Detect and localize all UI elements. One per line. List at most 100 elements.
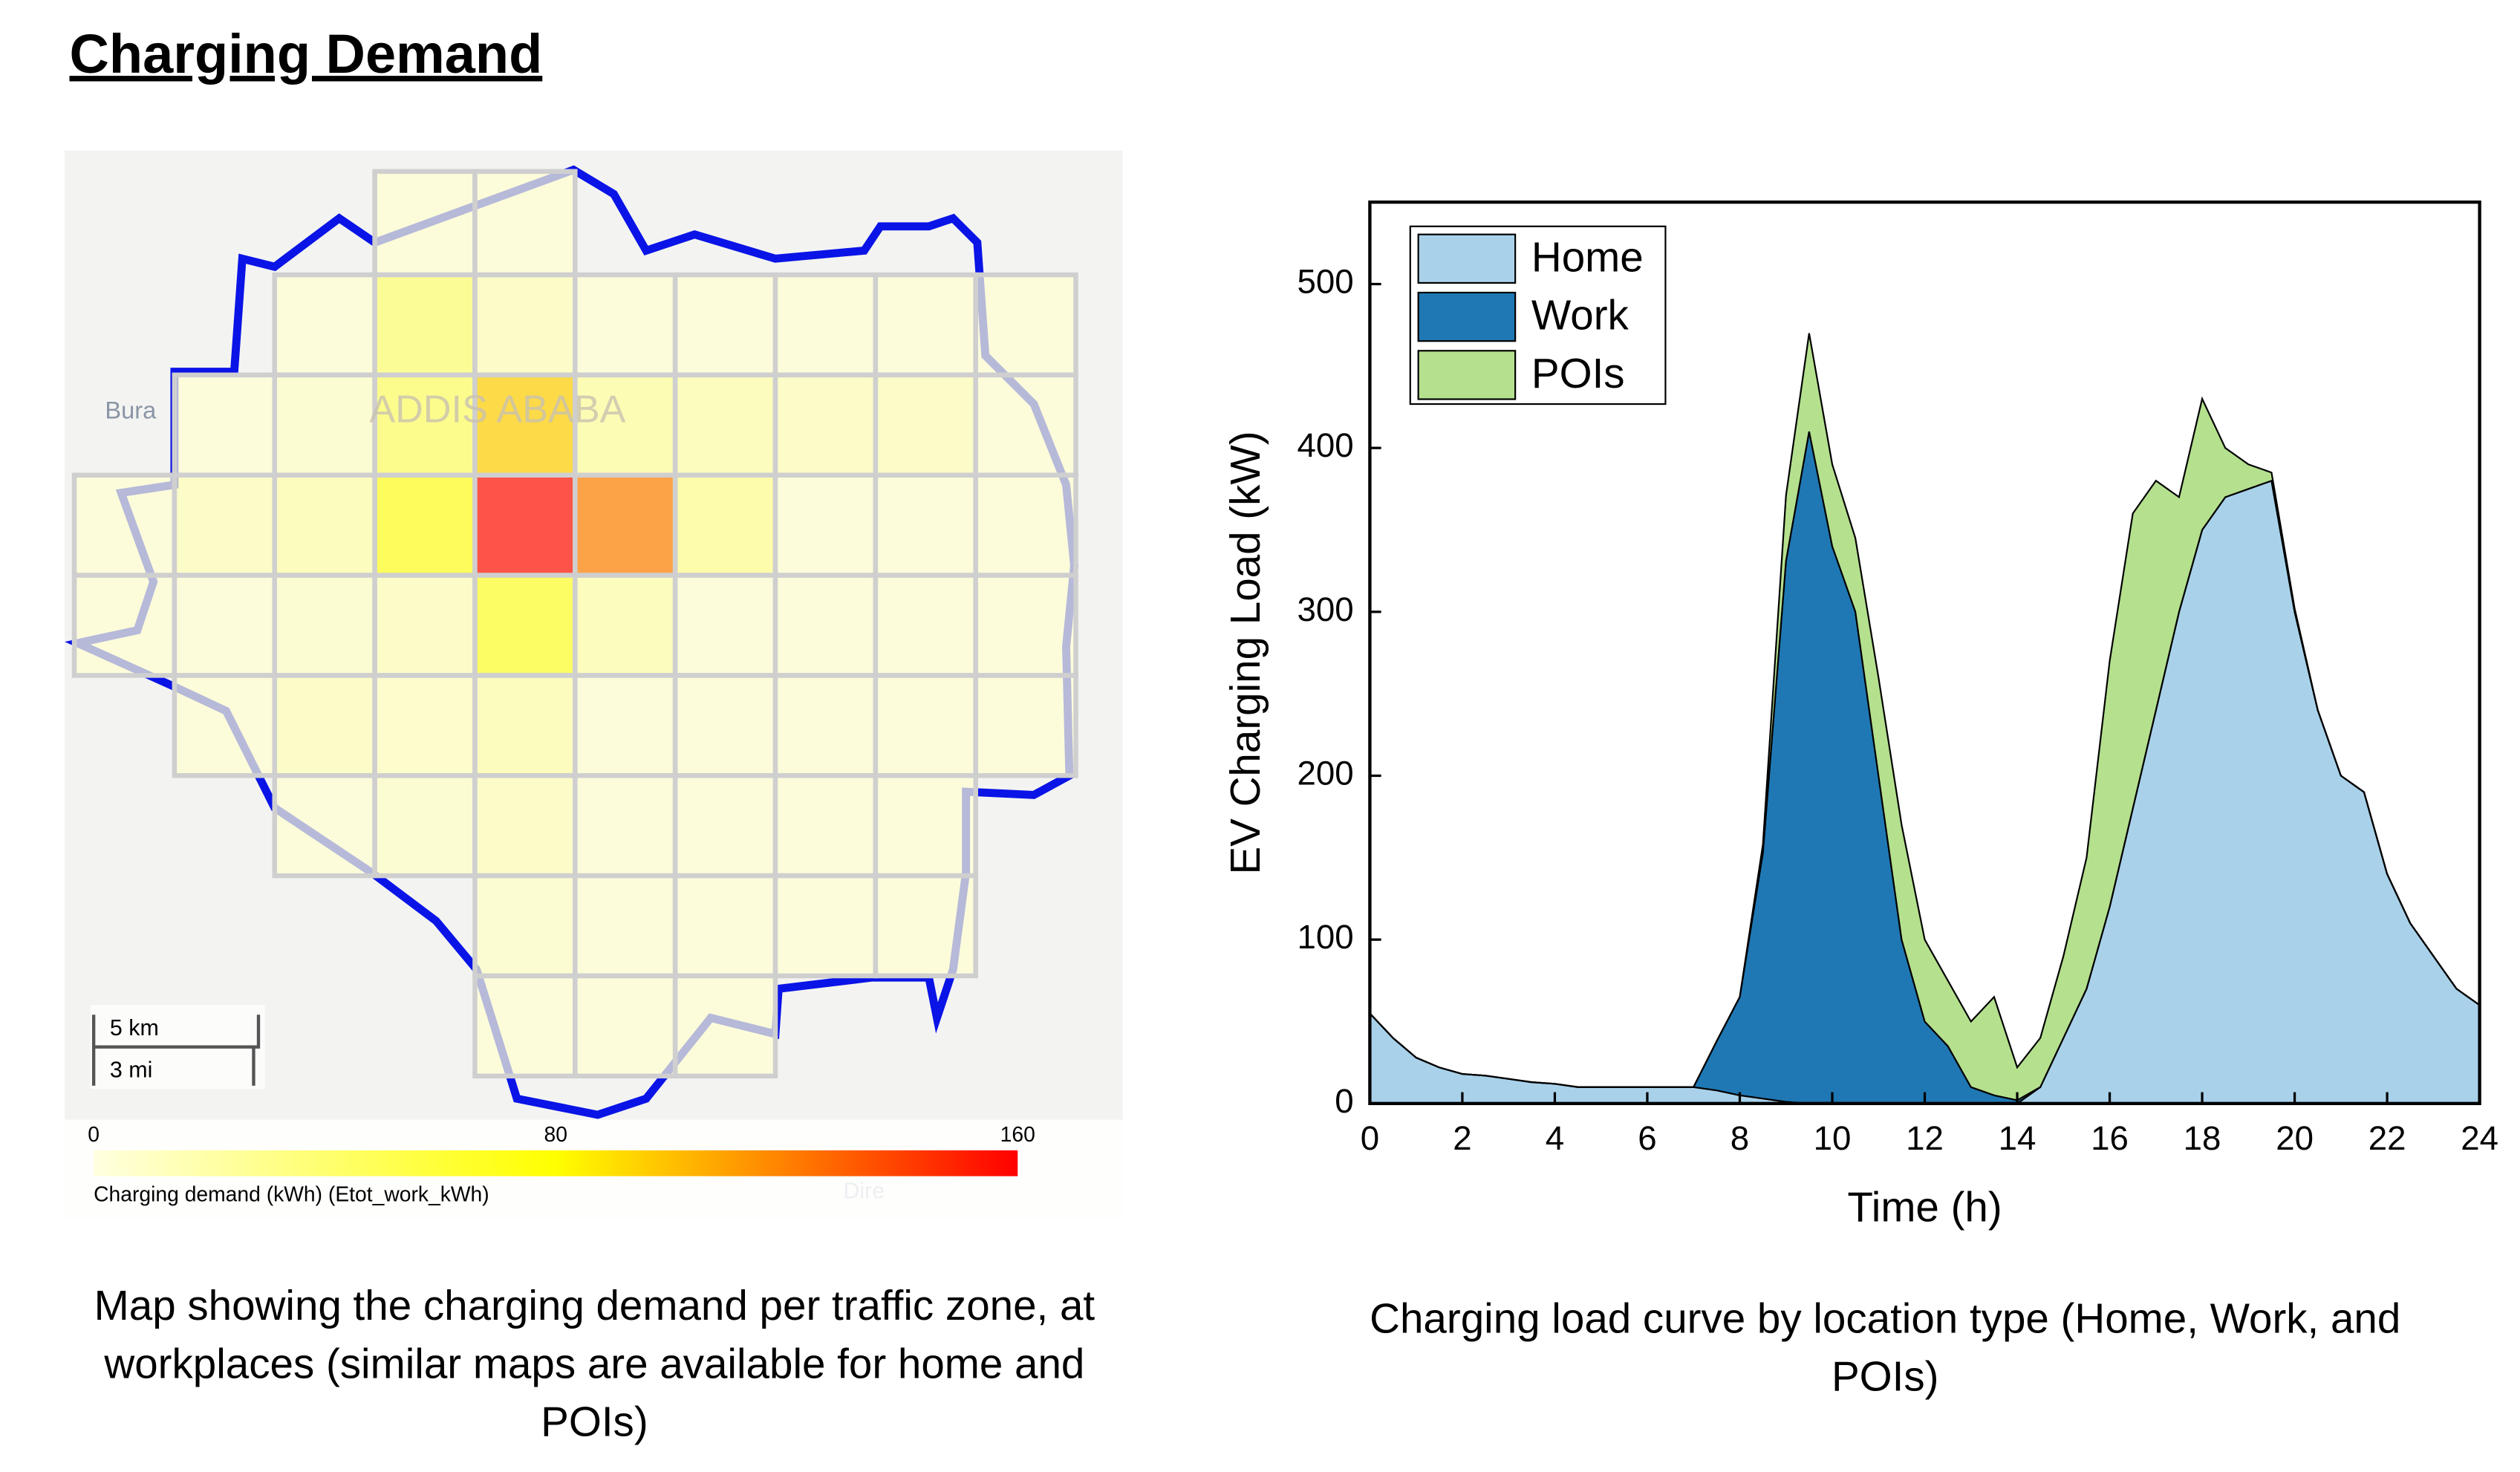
x-tick-label: 4 <box>1546 1119 1564 1157</box>
x-tick-label: 20 <box>2276 1119 2314 1157</box>
scale-bar <box>91 1015 261 1086</box>
colorbar <box>94 1150 1018 1176</box>
caption-line: workplaces (similar maps are available f… <box>103 1340 1084 1387</box>
x-tick-label: 18 <box>2184 1119 2221 1157</box>
caption-line: POIs) <box>1832 1353 1939 1400</box>
zone-cell <box>672 573 778 678</box>
zone-cell <box>71 573 178 678</box>
zone-cell <box>272 673 377 778</box>
zone-cell <box>372 773 478 879</box>
x-tick-label: 8 <box>1731 1119 1749 1157</box>
x-tick-label: 22 <box>2368 1119 2406 1157</box>
zone-cell <box>672 472 778 578</box>
zone-cell <box>573 573 678 678</box>
zone-cell <box>672 272 778 378</box>
zone-cell <box>272 573 377 678</box>
zone-cell <box>472 873 578 979</box>
caption-line: Map showing the charging demand per traf… <box>94 1282 1095 1329</box>
zone-cell <box>672 673 778 778</box>
y-tick-label: 0 <box>1335 1082 1353 1120</box>
zone-cell <box>573 873 678 979</box>
zone-cell <box>472 673 578 778</box>
zone-cell <box>973 573 1078 678</box>
x-tick-label: 12 <box>1906 1119 1944 1157</box>
zone-cell <box>873 372 978 478</box>
zone-cell <box>472 773 578 879</box>
zone-cell <box>873 873 978 979</box>
y-tick-label: 300 <box>1297 590 1353 628</box>
zone-cell <box>472 169 578 278</box>
zone-cell <box>873 773 978 879</box>
zone-cell <box>772 472 879 578</box>
place-label: Bura <box>105 397 157 424</box>
zone-cell <box>672 973 778 1079</box>
zone-cell <box>372 169 478 278</box>
zone-cell <box>873 573 978 678</box>
zone-cell <box>172 372 278 478</box>
x-tick-label: 0 <box>1361 1119 1379 1157</box>
zone-cell <box>873 272 978 378</box>
colorbar-tick-label: 80 <box>544 1122 567 1146</box>
x-tick-label: 14 <box>1999 1119 2036 1157</box>
y-axis-label: EV Charging Load (kW) <box>1222 431 1269 874</box>
zone-cell <box>372 573 478 678</box>
zone-cell <box>472 272 578 378</box>
zone-cell <box>472 573 578 678</box>
zone-cell <box>573 272 678 378</box>
zone-cell <box>772 773 879 879</box>
zone-cell <box>772 272 879 378</box>
zone-cell <box>873 472 978 578</box>
zone-cell <box>372 272 478 378</box>
x-tick-label: 2 <box>1453 1119 1471 1157</box>
colorbar-label: Charging demand (kWh) (Etot_work_kWh) <box>94 1182 489 1205</box>
zone-cell <box>172 472 278 578</box>
colorbar-ticks: 0 80 160 <box>88 1122 1035 1146</box>
x-tick-label: 6 <box>1638 1119 1656 1157</box>
zone-cell <box>372 472 478 578</box>
zone-cell <box>672 372 778 478</box>
x-axis-label: Time (h) <box>1847 1183 2002 1230</box>
zone-cell <box>973 372 1078 478</box>
place-label: ADDIS ABABA <box>369 388 625 431</box>
zone-cell <box>272 272 377 378</box>
zone-cell <box>772 673 879 778</box>
zone-cell <box>272 472 377 578</box>
caption-line: Charging load curve by location type (Ho… <box>1370 1294 2400 1341</box>
zone-cell <box>973 673 1078 778</box>
zone-cell <box>573 773 678 879</box>
zone-cell <box>272 372 377 478</box>
zone-cell <box>71 472 178 578</box>
zone-cell <box>973 272 1078 378</box>
legend-label: Home <box>1531 233 1644 280</box>
legend-swatch <box>1417 350 1517 400</box>
y-tick-label: 500 <box>1297 263 1353 301</box>
y-tick-label: 200 <box>1297 755 1353 792</box>
legend-label: POIs <box>1531 350 1625 397</box>
zone-cell <box>573 673 678 778</box>
legend-swatch <box>1417 233 1517 284</box>
zone-cell <box>672 773 778 879</box>
slide-title: Charging Demand <box>70 23 543 85</box>
zone-cell <box>772 873 879 979</box>
zone-cell <box>272 773 377 879</box>
zone-cell <box>372 673 478 778</box>
legend-swatch <box>1417 291 1517 342</box>
zone-cell <box>772 372 879 478</box>
legend-label: Work <box>1531 292 1629 339</box>
scale-label: 5 km <box>110 1015 159 1041</box>
scale-label: 3 mi <box>110 1057 153 1082</box>
zone-cell <box>172 673 278 778</box>
caption-line: POIs) <box>541 1398 648 1445</box>
x-tick-label: 24 <box>2461 1119 2498 1157</box>
colorbar-tick-label: 160 <box>1000 1122 1035 1146</box>
x-tick-label: 10 <box>1814 1119 1852 1157</box>
x-tick-label: 16 <box>2091 1119 2129 1157</box>
zone-cell <box>172 573 278 678</box>
zone-cell <box>573 973 678 1079</box>
chart: 0 2 4 6 8 10 12 14 16 18 20 22 240100200300400500Tim… <box>1222 200 2498 1400</box>
map-caption: Map showing the charging demand per traf… <box>94 1282 1095 1445</box>
zone-cell <box>873 673 978 778</box>
zone-cell <box>672 873 778 979</box>
